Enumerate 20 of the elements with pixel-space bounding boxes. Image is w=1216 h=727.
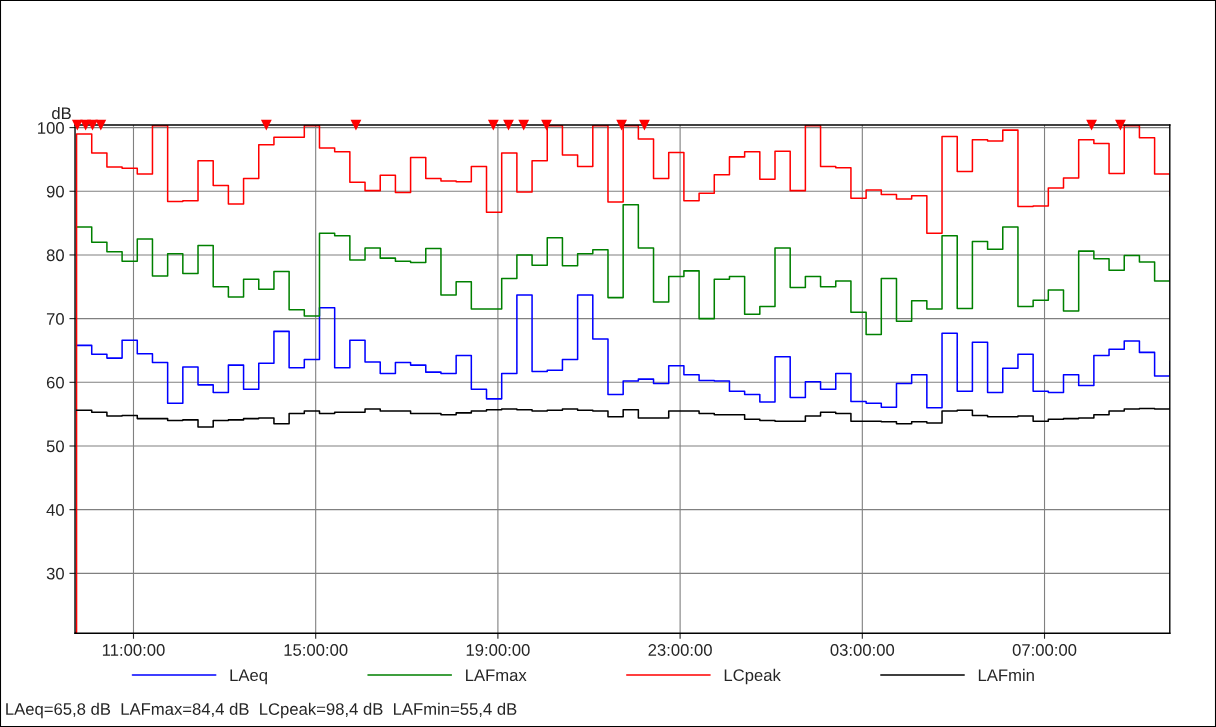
x-tick-label: 15:00:00 <box>284 644 348 656</box>
x-tick-label: 11:00:00 <box>102 644 165 656</box>
x-tick-label: 07:00:00 <box>1012 644 1077 656</box>
x-tick-label: 03:00:00 <box>830 644 895 656</box>
y-tick-label: 60 <box>46 376 64 389</box>
y-tick-label: 90 <box>46 185 64 198</box>
y-tick-label: 70 <box>46 313 64 325</box>
y-axis-title: dB <box>52 106 71 120</box>
legend-label: LAFmax <box>466 669 527 682</box>
text: LAeq=65,8 dB LAFmax=84,4 dB LCpeak=98,4 dB LAFmin=55,4 dB <box>6 702 517 719</box>
y-tick-label: 40 <box>46 504 64 516</box>
legend-label: LAFmin <box>978 668 1034 681</box>
x-tick-label: 23:00:00 <box>648 644 712 656</box>
legend-label: LAeq <box>230 669 267 685</box>
y-tick-label: 80 <box>46 249 64 262</box>
y-tick-label: 30 <box>46 567 64 580</box>
y-tick-label: 50 <box>46 440 64 453</box>
x-tick-label: 19:00:00 <box>466 644 530 656</box>
legend-label: LCpeak <box>724 668 781 685</box>
y-tick-label: 100 <box>38 121 64 134</box>
